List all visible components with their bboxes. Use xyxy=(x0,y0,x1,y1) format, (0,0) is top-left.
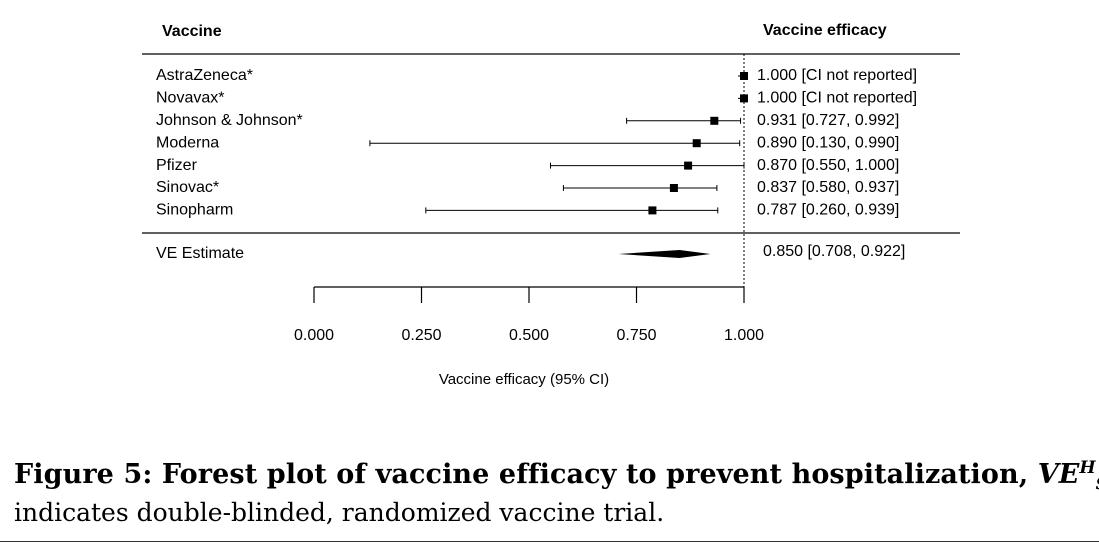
summary-diamond xyxy=(618,250,711,258)
row-estimate-label: 0.870 [0.550, 1.000] xyxy=(757,157,899,174)
row-estimate-label: 1.000 [CI not reported] xyxy=(757,90,917,107)
bottom-rule xyxy=(0,541,1099,542)
point-estimate xyxy=(710,116,719,125)
row-estimate-label: 1.000 [CI not reported] xyxy=(757,67,917,84)
x-tick-label: 0.250 xyxy=(401,327,441,344)
caption-math: VEHSP xyxy=(1037,458,1099,494)
forest-plot: Vaccine Vaccine efficacy AstraZeneca* 1.000… xyxy=(142,22,960,388)
caption-title: Figure 5: Forest plot of vaccine efficac… xyxy=(14,459,1038,490)
row-name: AstraZeneca* xyxy=(156,67,253,84)
header-vaccine: Vaccine xyxy=(162,23,222,40)
row-name: Novavax* xyxy=(156,90,224,107)
point-estimate xyxy=(669,184,678,192)
summary-estimate-label: 0.850 [0.708, 0.922] xyxy=(763,243,905,260)
point-estimate xyxy=(648,206,657,215)
x-tick-label: 1.000 xyxy=(724,327,764,344)
point-estimate xyxy=(692,139,701,148)
x-tick-label: 0.000 xyxy=(294,327,334,344)
x-tick-label: 0.500 xyxy=(509,327,549,344)
x-axis-label: Vaccine efficacy (95% CI) xyxy=(439,371,609,388)
row-estimate-label: 0.837 [0.580, 0.937] xyxy=(757,179,899,196)
row-name: Sinovac* xyxy=(156,179,219,196)
row-estimate-label: 0.890 [0.130, 0.990] xyxy=(757,134,899,151)
caption-line2: indicates double-blinded, randomized vac… xyxy=(14,498,665,528)
summary-name: VE Estimate xyxy=(156,245,244,262)
figure-caption: Figure 5: Forest plot of vaccine efficac… xyxy=(14,458,1099,528)
row-name: Sinopharm xyxy=(156,202,233,219)
point-estimate xyxy=(684,161,693,170)
x-tick-label: 0.750 xyxy=(616,327,656,344)
row-name: Moderna xyxy=(156,134,219,151)
row-name: Pfizer xyxy=(156,157,198,174)
row-estimate-label: 0.931 [0.727, 0.992] xyxy=(757,112,899,129)
header-vaccine-efficacy: Vaccine efficacy xyxy=(763,22,887,39)
row-estimate-label: 0.787 [0.260, 0.939] xyxy=(757,202,899,219)
row-name: Johnson & Johnson* xyxy=(156,112,303,129)
